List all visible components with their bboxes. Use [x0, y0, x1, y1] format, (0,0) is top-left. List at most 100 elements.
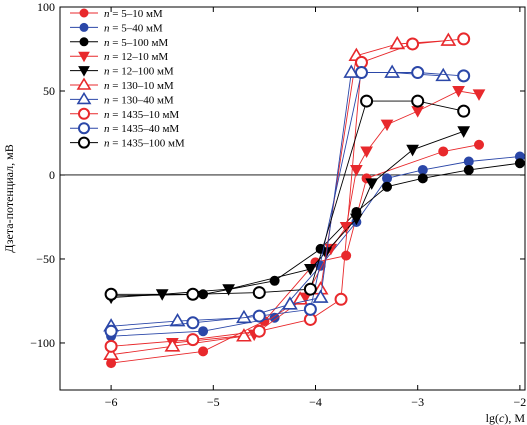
- data-point: [334, 292, 348, 306]
- data-point: [198, 346, 209, 357]
- data-point: [457, 69, 471, 83]
- data-point: [343, 64, 360, 78]
- data-point: [236, 328, 252, 342]
- data-point: [312, 289, 329, 303]
- legend-label-var: n: [104, 22, 110, 34]
- legend-label: n = 5–10 мМ: [104, 8, 163, 20]
- series-layer: [103, 32, 525, 369]
- series-line: [111, 38, 464, 347]
- legend-label: n = 1435–100 мМ: [104, 138, 185, 150]
- y-tick-label: −100: [30, 336, 55, 350]
- data-point: [354, 66, 368, 80]
- legend-label-rest: = 1435–10 мМ: [110, 109, 180, 121]
- legend-label: n = 1435–10 мМ: [104, 109, 179, 121]
- data-point: [384, 64, 401, 78]
- legend-marker: [78, 51, 90, 63]
- series-group: [106, 139, 485, 369]
- legend-label-rest: = 1435–40 мМ: [110, 123, 180, 135]
- data-point: [438, 146, 449, 157]
- data-point: [269, 312, 280, 323]
- legend-label: n = 12–100 мМ: [104, 66, 174, 78]
- data-point: [463, 164, 474, 175]
- data-point: [104, 324, 118, 338]
- legend-marker: [79, 22, 89, 32]
- data-point: [169, 313, 186, 327]
- data-point: [339, 222, 353, 234]
- series-line: [111, 144, 480, 364]
- data-point: [198, 326, 209, 337]
- data-point: [472, 89, 486, 101]
- data-point: [104, 339, 118, 353]
- y-tick-label: −50: [36, 252, 55, 266]
- legend-label-rest: = 5–40 мМ: [110, 22, 163, 34]
- legend-label: n = 5–100 мМ: [104, 37, 168, 49]
- legend-label: n = 1435–40 мМ: [104, 123, 179, 135]
- data-point: [186, 316, 200, 330]
- legend-marker: [76, 91, 92, 105]
- y-tick-label: 100: [37, 0, 55, 14]
- series-group: [104, 94, 471, 301]
- legend-label-var: n: [104, 8, 110, 20]
- x-tick-label: −5: [207, 395, 220, 409]
- series-line: [111, 130, 464, 299]
- legend-marker: [78, 136, 90, 149]
- data-point: [164, 338, 181, 352]
- legend-label-rest: = 12–10 мМ: [110, 51, 169, 63]
- x-axis-title: lg(c), M: [486, 411, 526, 425]
- data-point: [365, 178, 379, 190]
- data-point: [457, 32, 471, 46]
- legend-marker: [78, 66, 90, 77]
- data-point: [303, 282, 317, 296]
- legend-label-rest: = 130–10 мМ: [110, 80, 174, 92]
- data-point: [457, 104, 471, 118]
- series-line: [172, 90, 480, 344]
- data-point: [360, 94, 374, 108]
- legend-label-var: n: [104, 94, 110, 106]
- legend-marker: [76, 77, 92, 90]
- legend: n = 5–10 мМn = 5–40 мМn = 5–100 мМn = 12…: [70, 8, 185, 150]
- data-point: [463, 156, 474, 167]
- data-point: [186, 333, 200, 347]
- x-tick-label: −6: [105, 395, 118, 409]
- data-point: [304, 264, 317, 276]
- data-point: [380, 119, 394, 132]
- data-point: [282, 296, 298, 310]
- data-point: [417, 173, 428, 184]
- data-point: [350, 164, 363, 177]
- legend-marker: [78, 122, 90, 135]
- data-point: [389, 35, 406, 50]
- data-point: [411, 66, 425, 80]
- data-point: [382, 181, 393, 192]
- legend-marker: [78, 107, 90, 120]
- data-point: [222, 284, 235, 296]
- series-line: [111, 162, 520, 297]
- data-point: [457, 126, 471, 138]
- data-point: [104, 287, 118, 301]
- legend-label: n = 12–10 мМ: [104, 51, 168, 63]
- legend-label-var: n: [104, 66, 110, 78]
- series-group: [104, 66, 471, 338]
- y-tick-label: 50: [43, 84, 55, 98]
- series-group: [104, 32, 471, 353]
- legend-label-var: n: [104, 51, 110, 63]
- axis-ticks: −6 −5 −4 −3 −2 −100 −50 0 50 100: [30, 0, 526, 409]
- data-point: [186, 287, 200, 301]
- legend-label-rest: = 130–40 мМ: [110, 94, 174, 106]
- legend-label: n = 5–40 мМ: [104, 22, 163, 34]
- data-point: [341, 250, 352, 261]
- data-point: [406, 37, 420, 51]
- data-point: [252, 309, 266, 323]
- legend-marker: [79, 37, 89, 47]
- data-point: [417, 164, 428, 175]
- series-group: [104, 126, 471, 305]
- legend-label-var: n: [104, 80, 110, 92]
- data-point: [382, 173, 393, 184]
- legend-label: n = 130–10 мМ: [104, 80, 174, 92]
- legend-label-var: n: [104, 138, 110, 150]
- series-group: [106, 158, 525, 301]
- y-tick-label: 0: [49, 168, 55, 182]
- data-point: [514, 158, 525, 169]
- data-point: [474, 139, 485, 150]
- legend-marker: [79, 8, 89, 18]
